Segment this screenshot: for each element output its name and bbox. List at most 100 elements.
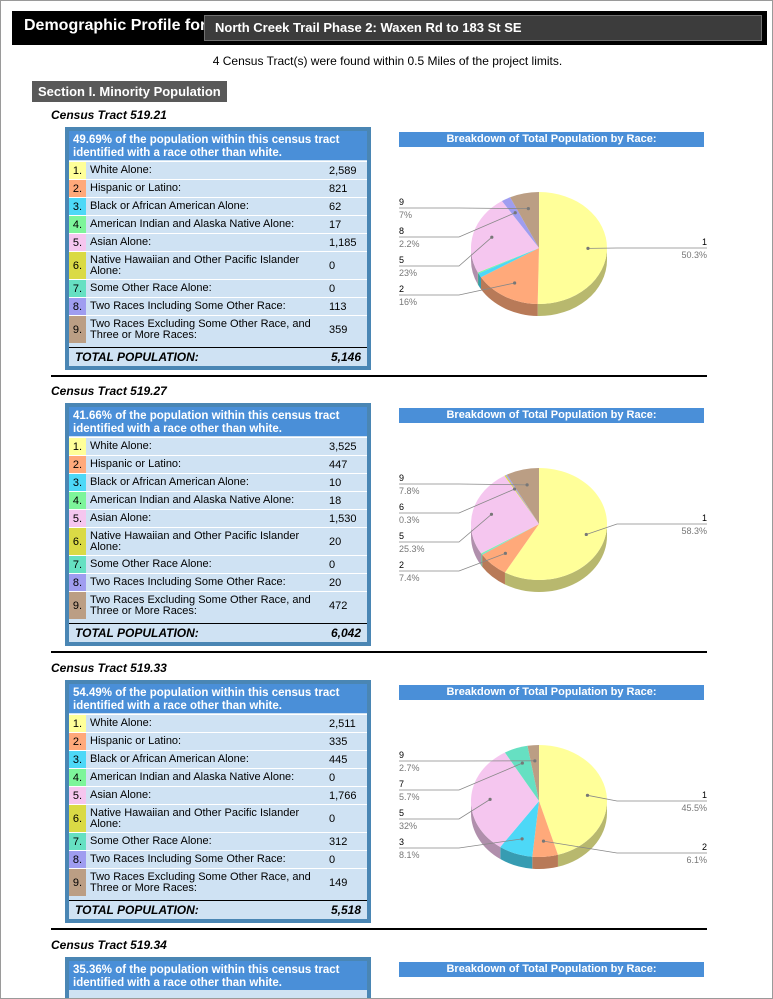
- race-row: 3. Black or African American Alone: 62: [69, 197, 367, 215]
- race-row: 4. American Indian and Alaska Native Alon…: [69, 768, 367, 786]
- race-label: Two Races Including Some Other Race:: [90, 853, 286, 865]
- pie-slice: [504, 475, 539, 524]
- race-row: 1. White Alone: 2,511: [69, 714, 367, 732]
- race-value: 1,530: [329, 512, 357, 525]
- race-label: Hispanic or Latino:: [90, 735, 182, 747]
- callout-number: 1: [702, 237, 707, 247]
- pie-slice-side: [481, 553, 482, 567]
- race-row: 9. Two Races Excluding Some Other Race, a…: [69, 315, 367, 343]
- race-pie-chart: 9 7.8% 6 0.3% 5 25.3% 2 7.4% 1 58.3%: [399, 468, 707, 592]
- callout-number: 5: [399, 255, 404, 265]
- header-label: Demographic Profile for:: [24, 17, 212, 34]
- race-row: 8. Two Races Including Some Other Race: 0: [69, 850, 367, 868]
- callout-percent: 16%: [399, 297, 417, 307]
- race-value: 0: [329, 771, 336, 784]
- race-number: 5.: [69, 510, 86, 527]
- section-heading: Section I. Minority Population: [32, 81, 227, 102]
- race-label: Native Hawaiian and Other Pacific Island…: [90, 806, 300, 830]
- race-value: 2,589: [329, 164, 357, 177]
- callout-percent: 25.3%: [399, 544, 425, 554]
- pie-slice: [537, 192, 607, 304]
- callout-leader: [399, 207, 529, 210]
- race-label: Hispanic or Latino:: [90, 182, 182, 194]
- race-label: Two Races Including Some Other Race:: [90, 300, 286, 312]
- pie-slice: [471, 752, 539, 848]
- race-number: 7.: [69, 280, 86, 297]
- callout-anchor: [512, 487, 517, 491]
- race-number: 7.: [69, 556, 86, 573]
- race-value: 0: [329, 558, 336, 571]
- callout-number: 8: [399, 226, 404, 236]
- race-label: White Alone:: [90, 440, 152, 452]
- callout-leader: [399, 762, 523, 791]
- race-row: 3. Black or African American Alone: 10: [69, 473, 367, 491]
- race-pie-chart: 9 2.7% 7 5.7% 5 32% 3 8.1% 1 45.5% 2 6.1%: [399, 745, 707, 869]
- callout-anchor: [585, 793, 590, 797]
- tract-divider: [51, 375, 707, 377]
- race-number: 4.: [69, 769, 86, 786]
- callout-number: 2: [399, 284, 404, 294]
- race-number: 3.: [69, 198, 86, 215]
- pie-slice: [539, 745, 608, 855]
- race-value: 149: [329, 876, 348, 889]
- race-value: 3,525: [329, 440, 357, 453]
- callout-leader: [399, 282, 515, 296]
- pie-slice-side: [537, 248, 607, 316]
- race-row: 9. Two Races Excluding Some Other Race, a…: [69, 868, 367, 896]
- race-number: 1.: [69, 162, 86, 179]
- race-number: 5.: [69, 787, 86, 804]
- callout-number: 9: [399, 197, 404, 207]
- total-value: 5,518: [331, 903, 362, 917]
- tract-table: 41.66% of the population within this cen…: [65, 403, 371, 646]
- pie-slice: [505, 474, 539, 524]
- race-value: 472: [329, 599, 348, 612]
- race-label: Two Races Including Some Other Race:: [90, 576, 286, 588]
- race-value: 2,511: [329, 717, 356, 730]
- race-value: 113: [329, 300, 347, 313]
- callout-number: 1: [702, 513, 707, 523]
- race-row: 4. American Indian and Alaska Native Alon…: [69, 491, 367, 509]
- tract-divider: [51, 928, 707, 930]
- callout-leader: [399, 838, 523, 849]
- tract-summary: 41.66% of the population within this cen…: [69, 407, 367, 436]
- callout-leader: [399, 514, 492, 543]
- pie-slice: [501, 197, 539, 248]
- race-number: 2.: [69, 456, 86, 473]
- pie-slice: [527, 745, 539, 801]
- race-row: 2. Hispanic or Latino: 447: [69, 455, 367, 473]
- pie-slice: [506, 468, 539, 524]
- pie-slice-side: [500, 847, 533, 869]
- callout-leader: [399, 236, 493, 267]
- project-title: North Creek Trail Phase 2: Waxen Rd to 1…: [204, 15, 762, 41]
- race-value: 0: [329, 259, 336, 272]
- callout-number: 6: [399, 502, 404, 512]
- tract-title: Census Tract 519.33: [51, 661, 167, 675]
- callout-number: 3: [399, 837, 404, 847]
- race-row: 6. Native Hawaiian and Other Pacific Isla…: [69, 251, 367, 279]
- race-row: 9. Two Races Excluding Some Other Race, a…: [69, 591, 367, 619]
- race-value: 445: [329, 753, 348, 766]
- race-value: 20: [329, 576, 342, 589]
- tract-table: 35.36% of the population within this cen…: [65, 957, 371, 998]
- race-row: 1. White Alone: 2,589: [69, 161, 367, 179]
- race-number: 1.: [69, 715, 86, 732]
- callout-leader: [399, 799, 491, 820]
- callout-number: 5: [399, 808, 404, 818]
- chart-title: Breakdown of Total Population by Race:: [399, 685, 704, 700]
- race-row: 7. Some Other Race Alone: 0: [69, 555, 367, 573]
- race-value: 1,185: [329, 236, 357, 249]
- race-row: 7. Some Other Race Alone: 312: [69, 832, 367, 850]
- callout-leader: [543, 840, 707, 854]
- race-number: 9.: [69, 592, 86, 619]
- tract-summary: 35.36% of the population within this cen…: [69, 961, 367, 990]
- callout-leader: [587, 794, 707, 802]
- callout-anchor: [520, 761, 524, 765]
- race-row: 1. White Alone: 3,525: [69, 437, 367, 455]
- pie-slice: [480, 248, 539, 304]
- callout-anchor: [489, 512, 494, 516]
- callout-anchor: [503, 551, 507, 555]
- callout-number: 5: [399, 531, 404, 541]
- race-label: Native Hawaiian and Other Pacific Island…: [90, 253, 300, 277]
- tract-summary: 54.49% of the population within this cen…: [69, 684, 367, 713]
- race-label: Asian Alone:: [90, 236, 152, 248]
